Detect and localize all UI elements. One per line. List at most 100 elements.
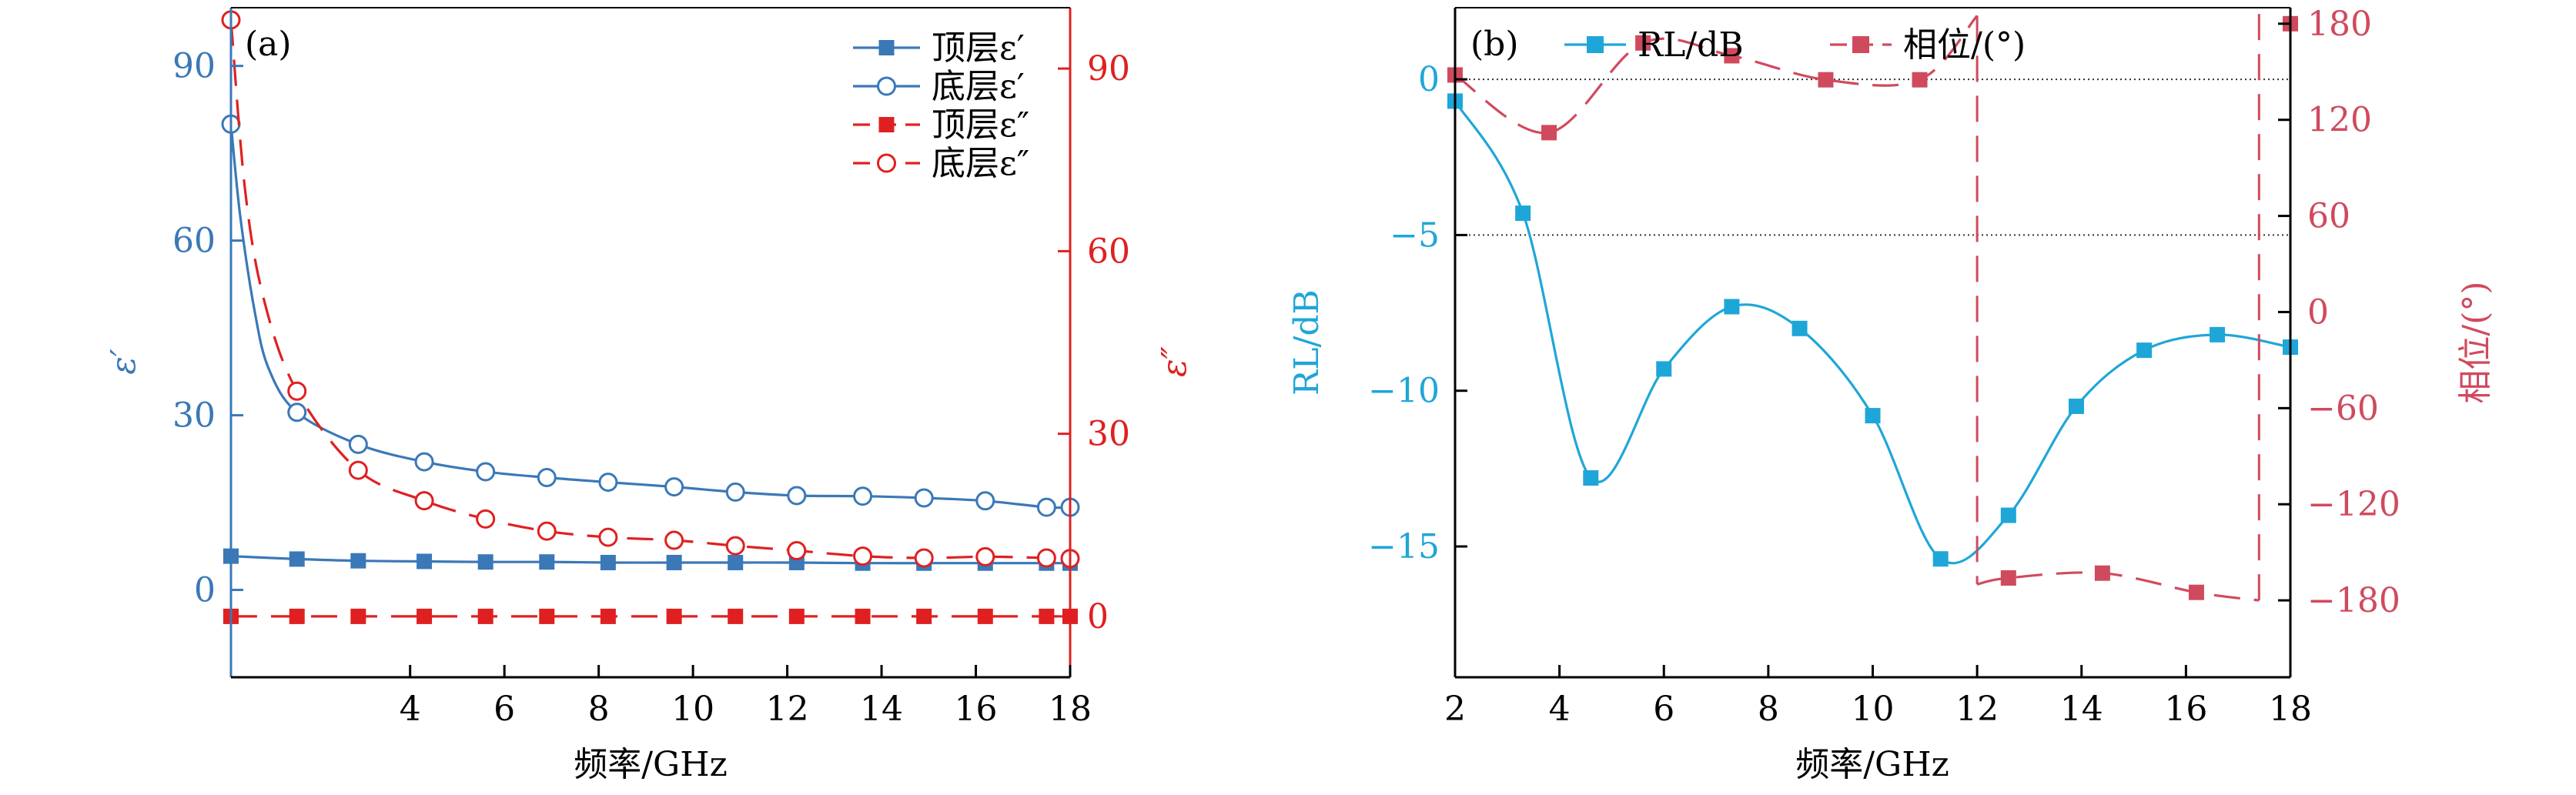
x-tick-label: 4 [400, 690, 421, 729]
legend-marker [1852, 36, 1869, 53]
data-point [1583, 470, 1599, 486]
data-point [725, 536, 745, 556]
data-point [853, 486, 873, 506]
panel-a-right-ticks: 0 30 60 90 [1058, 49, 1130, 636]
legend-marker [878, 117, 895, 132]
series-1 [1447, 93, 2298, 567]
panel-b-right-axis-label: 相位/(°) [2456, 281, 2495, 403]
legend-label: 顶层ε′ [932, 28, 1025, 68]
data-point [728, 554, 744, 570]
data-point [287, 381, 307, 401]
data-point [1541, 125, 1557, 141]
right-tick-label: 60 [1087, 232, 1130, 271]
panel-a-axes [229, 7, 1072, 679]
right-tick-label: 180 [2307, 5, 2372, 44]
data-point [476, 462, 496, 482]
data-point [2210, 326, 2226, 342]
panel-a-left-ticks: 0 30 60 90 [172, 47, 243, 610]
data-point [788, 608, 805, 624]
data-point [725, 482, 745, 502]
data-point [2000, 507, 2016, 523]
data-point [537, 521, 557, 541]
data-point [598, 473, 618, 493]
right-tick-label: 30 [1087, 415, 1130, 454]
panel-b-legend: RL/dB 相位/(°) [1564, 25, 2026, 65]
panel-b-left-axis-label: RL/dB [1287, 289, 1326, 396]
data-point [1039, 608, 1055, 624]
x-tick-label: 18 [1049, 690, 1092, 729]
right-tick-label: 0 [2307, 292, 2329, 332]
data-point [348, 434, 368, 454]
right-tick-label: 90 [1087, 49, 1130, 89]
data-point [537, 468, 557, 488]
x-tick-label: 12 [766, 690, 809, 729]
left-tick-label: −10 [1368, 372, 1440, 411]
data-point [539, 554, 555, 570]
data-point [975, 491, 995, 511]
data-point [476, 509, 496, 529]
data-point [350, 553, 366, 569]
left-tick-label: 0 [194, 571, 216, 610]
legend-label: RL/dB [1638, 25, 1744, 65]
panel-b-plot-area [1447, 8, 2298, 602]
data-point [787, 540, 807, 560]
data-point [853, 546, 873, 566]
panel-a-left-axis-label: ε′ [104, 349, 143, 375]
data-point [1036, 497, 1056, 517]
left-tick-label: 90 [172, 47, 216, 86]
panel-a-label: (a) [245, 25, 292, 64]
legend-label: 底层ε′ [932, 67, 1025, 106]
data-point [2188, 584, 2204, 600]
left-tick-label: −5 [1390, 215, 1440, 255]
panel-a-x-ticks: 4 6 8 10 12 14 16 18 [400, 665, 1092, 729]
panel-a-right-axis-label: ε″ [1155, 346, 1194, 377]
right-tick-label: −120 [2307, 485, 2400, 524]
series-line [1454, 100, 2291, 565]
x-tick-label: 6 [493, 690, 515, 729]
series-1 [223, 548, 1078, 571]
panel-a-legend: 顶层ε′底层ε′顶层ε″底层ε″ [853, 28, 1029, 183]
data-point [1932, 551, 1949, 567]
x-tick-label: 4 [1549, 690, 1571, 729]
left-tick-label: 60 [172, 222, 216, 261]
legend-label: 顶层ε″ [932, 105, 1029, 145]
data-point [728, 608, 744, 624]
data-point [414, 491, 434, 511]
data-point [1818, 72, 1834, 88]
panel-b-right-ticks: 180 120 60 0 −60 −120 −180 [2278, 5, 2400, 620]
x-tick-label: 18 [2269, 690, 2312, 729]
data-point [977, 608, 993, 624]
data-point [1515, 205, 1531, 222]
data-point [1036, 548, 1056, 568]
panel-b-left-ticks: 0 −5 −10 −15 [1368, 60, 1467, 566]
data-point [914, 548, 934, 568]
left-tick-label: −15 [1368, 527, 1440, 566]
x-tick-label: 8 [1758, 690, 1779, 729]
panel-a: 4 6 8 10 12 14 16 18 0 30 60 90 0 30 60 90 (a) 频率/GHz… [104, 7, 1194, 784]
x-tick-label: 12 [1955, 690, 1999, 729]
data-point [855, 608, 871, 624]
legend-marker [877, 153, 896, 173]
data-point [289, 551, 305, 567]
data-point [417, 553, 433, 570]
left-tick-label: 30 [172, 396, 216, 436]
data-point [350, 608, 366, 624]
legend-marker [877, 76, 896, 96]
data-point [916, 608, 932, 624]
legend-marker [878, 40, 895, 55]
legend-marker [1587, 36, 1604, 53]
data-point [414, 452, 434, 472]
panel-a-gridlines [221, 10, 1080, 624]
data-point [539, 608, 555, 624]
data-point [664, 477, 684, 497]
series-2 [221, 114, 1080, 517]
panel-b: 2 4 6 8 10 12 14 16 18 0 −5 −10 −15 180 120 60 0 −60 −12… [1287, 5, 2495, 784]
data-point [1724, 299, 1740, 315]
x-tick-label: 6 [1653, 690, 1674, 729]
x-tick-label: 2 [1444, 690, 1466, 729]
series-line [1976, 571, 2260, 602]
data-point [666, 554, 682, 570]
panel-a-x-axis-label: 频率/GHz [574, 745, 728, 784]
data-point [2000, 570, 2016, 586]
